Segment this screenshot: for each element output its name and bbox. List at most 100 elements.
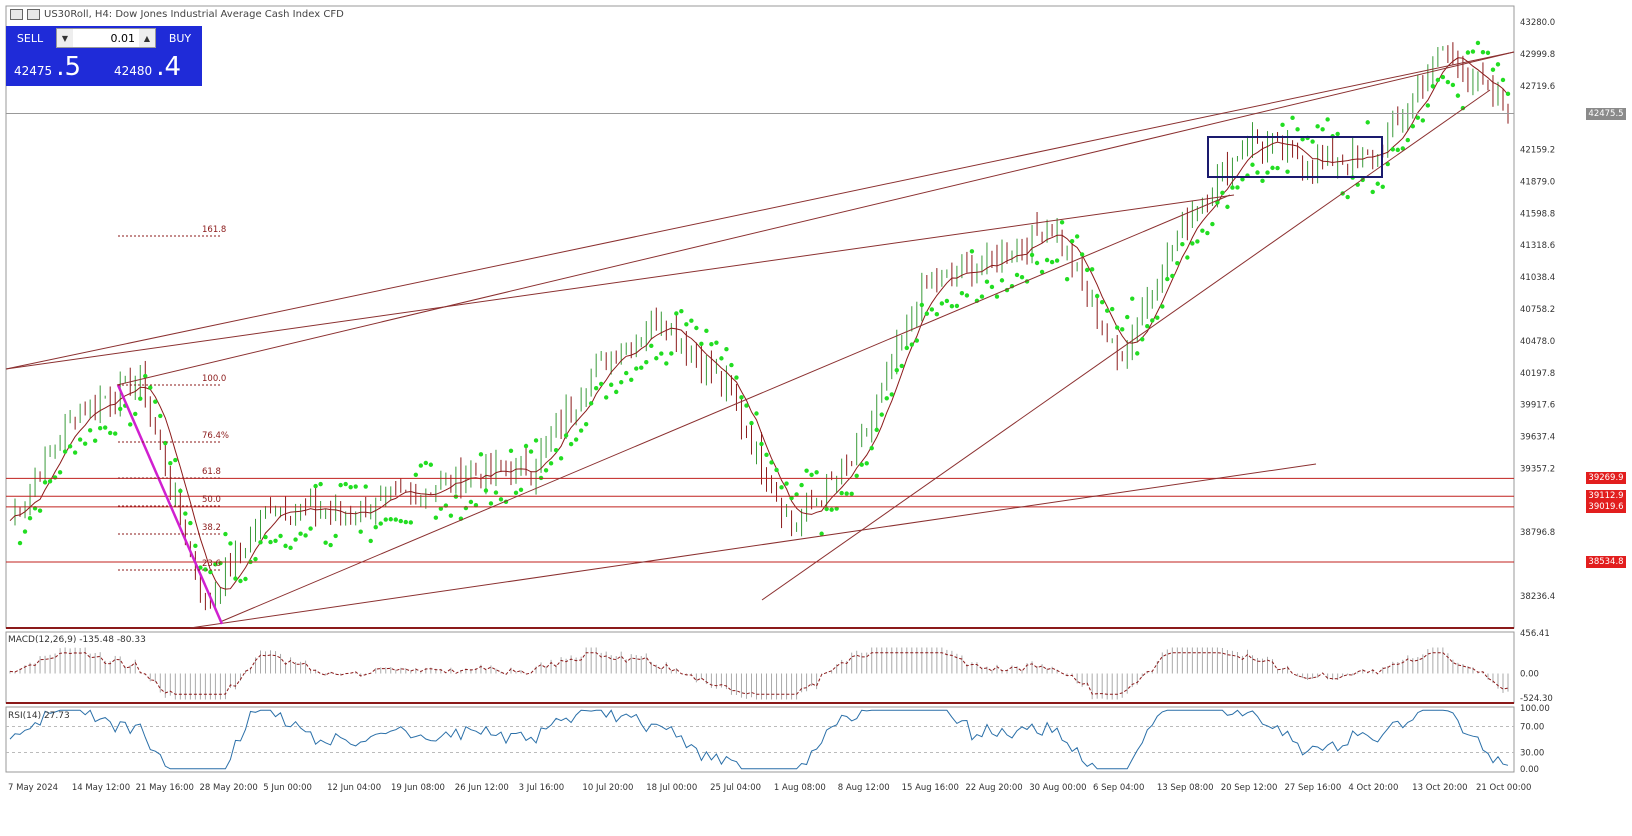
sar-dot <box>598 381 604 387</box>
sar-dot <box>1260 178 1265 184</box>
sar-dot <box>1335 131 1340 137</box>
price-axis-tick: 40478.0 <box>1520 337 1555 347</box>
sar-dot <box>894 367 899 373</box>
sar-dot <box>704 328 709 334</box>
window-icon[interactable] <box>10 8 23 20</box>
sar-dot <box>1290 115 1295 121</box>
sell-price-pips: .5 <box>56 52 81 82</box>
sar-dot <box>238 578 243 584</box>
sar-dot <box>1089 267 1095 272</box>
sar-dot <box>208 569 213 575</box>
sar-dot <box>358 529 363 534</box>
price-axis-tick: 41598.8 <box>1520 209 1555 219</box>
sar-dot <box>548 461 554 466</box>
sell-price[interactable]: 42475 .5 <box>14 52 81 84</box>
sar-dot <box>739 395 744 400</box>
chevron-down-icon[interactable]: ▼ <box>57 29 73 47</box>
sar-dot <box>639 365 644 370</box>
sar-dot <box>1345 194 1350 200</box>
sar-dot <box>784 481 789 486</box>
rsi-axis-tick: 0.00 <box>1520 765 1539 775</box>
sar-dot <box>213 562 218 567</box>
sar-dot <box>754 411 759 416</box>
buy-price[interactable]: 42480 .4 <box>114 52 181 84</box>
sar-dot <box>62 449 68 454</box>
price-axis-tick: 42719.6 <box>1520 82 1555 92</box>
sar-dot <box>348 484 353 490</box>
sar-dot <box>378 521 383 526</box>
sar-dot <box>1435 77 1441 83</box>
sar-dot <box>263 534 268 540</box>
sar-dot <box>583 421 589 427</box>
sar-dot <box>1285 169 1290 174</box>
sar-dot <box>799 482 804 488</box>
sar-dot <box>333 533 338 539</box>
sar-dot <box>1485 50 1491 56</box>
time-axis-label: 22 Aug 20:00 <box>965 783 1022 793</box>
sar-dot <box>889 392 894 397</box>
sar-dot <box>954 303 960 309</box>
sar-dot <box>593 385 599 391</box>
sar-dot <box>173 457 178 463</box>
time-axis-label: 14 May 12:00 <box>72 783 130 793</box>
sar-dot <box>1049 259 1055 265</box>
price-candles <box>14 42 1509 611</box>
sar-dot <box>383 517 388 522</box>
sar-dot <box>1029 252 1035 258</box>
trend-lines <box>5 51 1515 629</box>
sar-dot <box>553 448 559 453</box>
sar-dot <box>1425 103 1431 108</box>
sar-dot <box>909 342 915 347</box>
lot-size-stepper[interactable]: ▼ 0.01 ▲ <box>56 28 156 48</box>
sar-dot <box>1250 162 1255 167</box>
sar-dot <box>854 473 859 478</box>
sar-dot <box>1500 77 1506 83</box>
sar-dot <box>1110 306 1115 312</box>
sar-dot <box>724 347 729 352</box>
sar-dot <box>102 425 108 430</box>
time-axis-label: 20 Sep 12:00 <box>1221 783 1278 793</box>
buy-button[interactable]: BUY <box>168 31 192 45</box>
sar-dot <box>1235 185 1240 190</box>
sar-dot <box>1230 185 1235 190</box>
sar-dot <box>398 518 403 524</box>
sar-dot <box>37 508 43 513</box>
sar-dot <box>97 425 103 431</box>
sar-dot <box>433 515 439 520</box>
sell-button[interactable]: SELL <box>16 31 44 45</box>
sar-dot <box>183 511 188 516</box>
sar-dot <box>423 460 429 466</box>
sar-dot <box>1175 260 1180 266</box>
price-axis-tick: 39357.2 <box>1520 464 1555 474</box>
sar-dot <box>1310 139 1315 144</box>
lot-size-input[interactable]: 0.01 <box>110 31 136 45</box>
chart-window-icon[interactable] <box>27 8 40 20</box>
sar-dot <box>1455 93 1461 98</box>
main-price-pane <box>5 5 1515 629</box>
chevron-up-icon[interactable]: ▲ <box>139 29 155 47</box>
sar-dot <box>1099 299 1105 305</box>
sar-dot <box>774 467 779 473</box>
level-price-tag: 39269.9 <box>1586 472 1626 485</box>
sar-dot <box>1320 127 1325 132</box>
sar-dot <box>47 479 53 484</box>
sar-dot <box>834 506 839 511</box>
sar-dot <box>624 370 629 376</box>
sar-dot <box>789 495 794 501</box>
sar-dot <box>1420 118 1426 123</box>
time-axis-label: 26 Jun 12:00 <box>455 783 509 793</box>
sar-dot <box>483 488 489 493</box>
fibonacci-level-label: 161.8 <box>202 225 226 235</box>
time-axis-label: 10 Jul 20:00 <box>582 783 633 793</box>
time-axis-label: 13 Sep 08:00 <box>1157 783 1214 793</box>
fibonacci-move-line <box>116 384 224 625</box>
sar-dot <box>578 428 584 433</box>
sar-dot <box>1145 324 1150 329</box>
sar-dot <box>293 537 298 542</box>
sar-dot <box>999 278 1005 283</box>
sar-dot <box>518 487 524 493</box>
sar-dot <box>629 377 634 382</box>
time-axis-label: 18 Jul 00:00 <box>646 783 697 793</box>
time-axis-label: 30 Aug 00:00 <box>1029 783 1086 793</box>
